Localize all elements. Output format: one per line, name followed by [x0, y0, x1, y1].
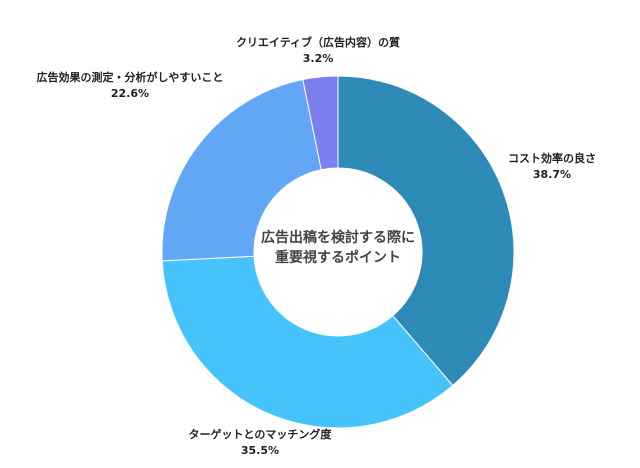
slice-value-cost-efficiency: 38.7% — [533, 168, 571, 181]
center-title-line-2: 重要視するポイント — [275, 249, 401, 266]
slice-label-measurement: 広告効果の測定・分析がしやすいこと — [37, 70, 224, 84]
slice-value-measurement: 22.6% — [111, 87, 149, 100]
slice-creative-quality — [302, 75, 339, 171]
slice-value-creative-quality: 3.2% — [303, 52, 334, 65]
slice-cost-efficiency — [337, 75, 515, 387]
center-title-line-1: 広告出稿を検討する際に — [261, 229, 415, 246]
slice-label-target-matching: ターゲットとのマッチング度 — [189, 427, 333, 441]
slice-measurement — [161, 78, 322, 262]
slice-label-cost-efficiency: コスト効率の良さ — [508, 151, 596, 165]
slice-value-target-matching: 35.5% — [241, 444, 279, 457]
slice-target-matching — [161, 255, 454, 429]
donut-slices — [161, 75, 515, 429]
slice-label-creative-quality: クリエイティブ（広告内容）の質 — [236, 35, 400, 49]
